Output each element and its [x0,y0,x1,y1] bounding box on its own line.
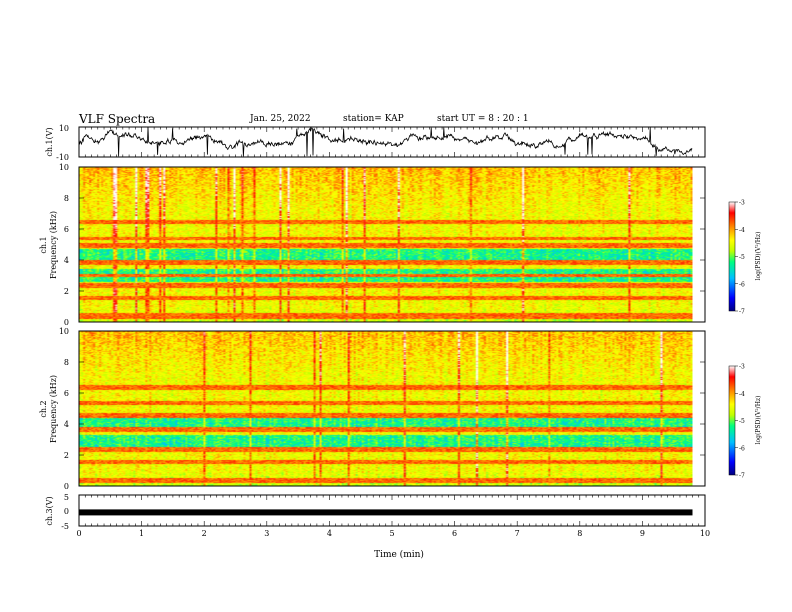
ch3-ylabel: ch.3(V) [45,496,54,525]
date-label: Jan. 25, 2022 [250,114,311,124]
ch2-spectrogram-frame [78,330,706,487]
freq-tick-label: 2 [64,451,69,460]
colorbar-tick-label: -7 [739,309,745,316]
freq-tick-label: 6 [64,225,69,234]
ch1-colorbar-label: log(PSD)(V²/Hz) [755,232,762,281]
ch2-colorbar [728,365,736,476]
ch2-colorbar-label: log(PSD)(V²/Hz) [755,396,762,445]
ch1-waveform-panel: 10 -10 ch.1(V) [45,124,706,162]
ch1-frequency-label: Frequency (kHz) [49,211,58,279]
time-axis-label: Time (min) [374,549,424,560]
colorbar-tick-label: -6 [739,445,745,452]
x-tick-label: 2 [202,529,207,538]
x-tick-label: 3 [264,529,269,538]
colorbar-tick-label: -3 [739,200,745,207]
ch3-ytick-bottom: -5 [61,522,69,531]
x-tick-label: 6 [452,529,457,538]
freq-tick-label: 8 [64,194,69,203]
ch1-x-ticks [78,127,706,157]
colorbar-tick-label: -6 [739,281,745,288]
ch1-ytick-bottom: -10 [56,153,69,162]
freq-tick-label: 4 [64,420,69,429]
freq-tick-label: 0 [64,318,69,327]
ch3-waveform-trace [79,509,693,516]
ch1-spectrogram-image [79,167,693,322]
colorbar-tick-label: -4 [739,227,745,234]
ch2-frequency-label: Frequency (kHz) [49,375,58,443]
ch1-colorbar [728,201,736,312]
x-tick-label: 9 [640,529,645,538]
x-tick-label: 7 [515,529,520,538]
colorbar-tick-label: -5 [739,418,745,425]
x-tick-label: 10 [700,529,710,538]
chart-title: VLF Spectra [79,112,156,126]
ch3-ytick-mid: 0 [64,507,69,516]
colorbar-tick-label: -5 [739,254,745,261]
freq-tick-label: 0 [64,482,69,491]
freq-tick-label: 2 [64,287,69,296]
colorbar-tick-label: -3 [739,364,745,371]
station-label: station= KAP [343,114,404,124]
ch1-spectrogram-frame [78,166,706,323]
freq-tick-label: 10 [59,327,69,336]
ch1-ylabel: ch.1(V) [45,127,54,156]
ch2-spectrogram-image [79,331,693,486]
x-tick-label: 1 [139,529,144,538]
ch1-spectrogram-label: ch.1 [39,236,48,253]
ch1-ytick-top: 10 [59,124,69,133]
x-tick-label: 0 [76,529,81,538]
x-tick-label: 4 [327,529,332,538]
x-tick-label: 5 [389,529,394,538]
freq-tick-label: 10 [59,163,69,172]
start-time-label: start UT = 8 : 20 : 1 [437,114,529,124]
ch3-ytick-top: 5 [64,493,69,502]
freq-tick-label: 8 [64,358,69,367]
freq-tick-label: 4 [64,256,69,265]
ch1-waveform-line [78,127,693,157]
freq-tick-label: 6 [64,389,69,398]
colorbar-tick-label: -7 [739,473,745,480]
ch3-waveform-panel: 5 0 -5 ch.3(V) 0 1 2 3 4 5 6 7 8 9 10 Time (min) [45,493,710,560]
x-tick-label: 8 [577,529,582,538]
ch2-spectrogram-label: ch.2 [39,400,48,417]
colorbar-tick-label: -4 [739,391,745,398]
